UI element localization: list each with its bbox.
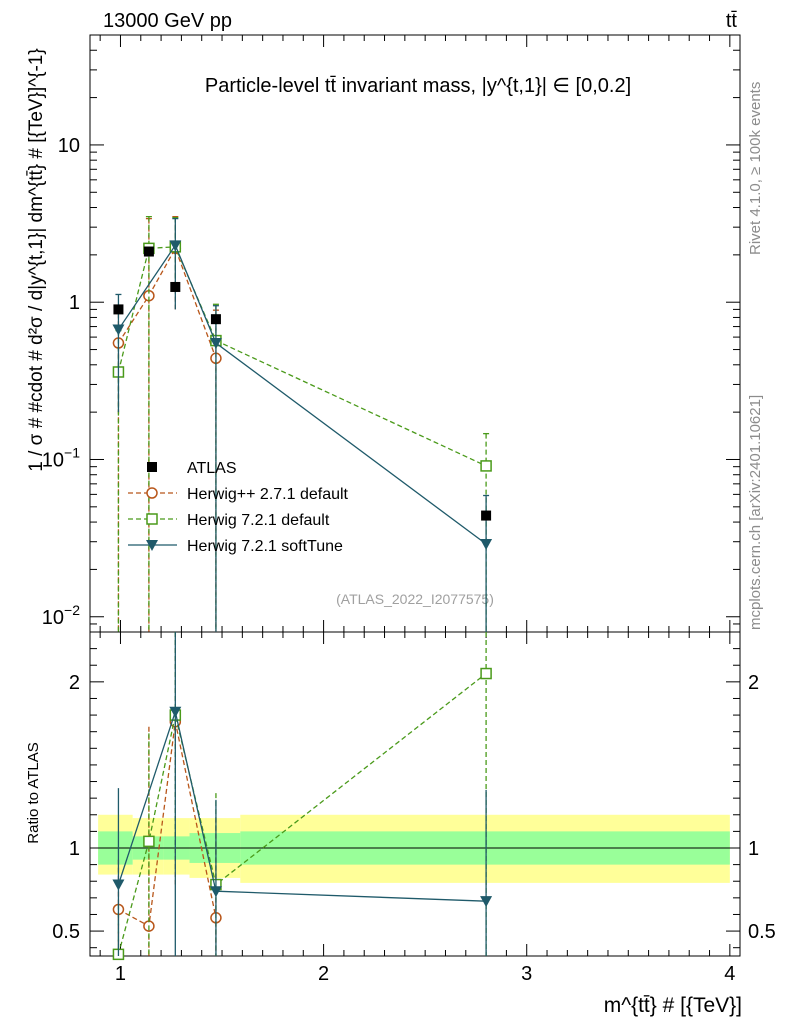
- y-axis-title: 1 / σ # #cdot # d²σ / d|y^{t,1}| dm^{tt̄…: [26, 48, 47, 471]
- herwig-7-2-1-default-ratio-point: [480, 667, 492, 680]
- herwig-7-2-1-default-ratio-point: [143, 835, 155, 848]
- analysis-id-label: (ATLAS_2022_I2077575): [336, 591, 494, 607]
- legend-marker: [146, 540, 158, 551]
- atlas-point: [481, 510, 492, 521]
- herwig-7-2-1-default-point: [480, 460, 492, 472]
- y-tick-label: 10−2: [42, 602, 80, 629]
- legend-marker: [146, 513, 158, 525]
- atlas-point: [170, 281, 181, 292]
- x-tick-label: 2: [318, 963, 329, 985]
- x-tick-label: 3: [521, 963, 532, 985]
- ratio-y-tick-label: 1: [69, 838, 80, 860]
- atlas-point: [143, 246, 154, 257]
- ratio-y-tick-label-right: 1: [748, 838, 759, 860]
- atlas-point: [113, 304, 124, 315]
- rivet-label: Rivet 4.1.0, ≥ 100k events: [747, 82, 764, 255]
- ratio-y-tick-label-right: 0.5: [748, 921, 776, 943]
- energy-label: 13000 GeV pp: [103, 10, 232, 32]
- x-tick-label: 4: [724, 963, 735, 985]
- legend-marker: [146, 487, 158, 499]
- ratio-panel-frame: [89, 631, 741, 957]
- y-tick-label: 10−1: [42, 444, 80, 471]
- ratio-y-tick-label: 0.5: [52, 921, 80, 943]
- legend-marker-atlas: [147, 462, 157, 472]
- axes: 1 2 3 4 10−2 10−1 1 10 0.5 0.5 1 1 2 2: [42, 34, 776, 985]
- legend-label-atlas: ATLAS: [187, 460, 237, 477]
- source-label: mcplots.cern.ch [arXiv:2401.10621]: [747, 395, 764, 630]
- ratio-y-tick-label: 2: [69, 672, 80, 694]
- herwig-7-2-1-softtune-point: [169, 240, 182, 252]
- legend: ATLAS Herwig++ 2.7.1 default Herwig 7.2.1 …: [128, 460, 349, 555]
- ratio-y-tick-label-right: 2: [748, 672, 759, 694]
- herwig-7-2-1-softtune-ratio-point: [209, 886, 222, 898]
- herwig-7-2-1-softtune-point: [209, 338, 222, 350]
- atlas-point: [210, 314, 221, 325]
- series-layer: [112, 215, 493, 961]
- y-tick-label: 10: [58, 135, 80, 157]
- herwig-7-2-1-softtune-ratio-point: [169, 706, 182, 718]
- y-tick-label: 1: [69, 292, 80, 314]
- chart-title: Particle-level tt̄ invariant mass, |y^{t…: [205, 75, 631, 97]
- herwig-7-2-1-softtune-point: [112, 324, 125, 336]
- legend-label: Herwig 7.2.1 default: [187, 512, 330, 529]
- ratio-bands: [90, 814, 740, 883]
- herwig-7-2-1-softtune-line: [117, 243, 487, 545]
- herwig-2-7-1-default-ratio-line: [118, 721, 217, 928]
- ratio-y-axis-title: Ratio to ATLAS: [25, 742, 42, 843]
- x-axis-title: m^{tt̄} # [{TeV}]: [604, 994, 742, 1017]
- herwig-7-2-1-softtune-ratio-point: [112, 879, 125, 891]
- herwig-7-2-1-softtune-ratio-point: [480, 896, 493, 908]
- legend-label: Herwig 7.2.1 softTune: [187, 538, 343, 555]
- process-label: tt̄: [726, 10, 738, 32]
- herwig-7-2-1-default-line: [117, 246, 487, 467]
- legend-label: Herwig++ 2.7.1 default: [187, 486, 349, 503]
- herwig-2-7-1-default-line: [117, 246, 217, 359]
- herwig-7-2-1-softtune-point: [480, 539, 493, 551]
- herwig-7-2-1-softtune-ratio-line: [117, 709, 487, 902]
- x-tick-label: 1: [115, 963, 126, 985]
